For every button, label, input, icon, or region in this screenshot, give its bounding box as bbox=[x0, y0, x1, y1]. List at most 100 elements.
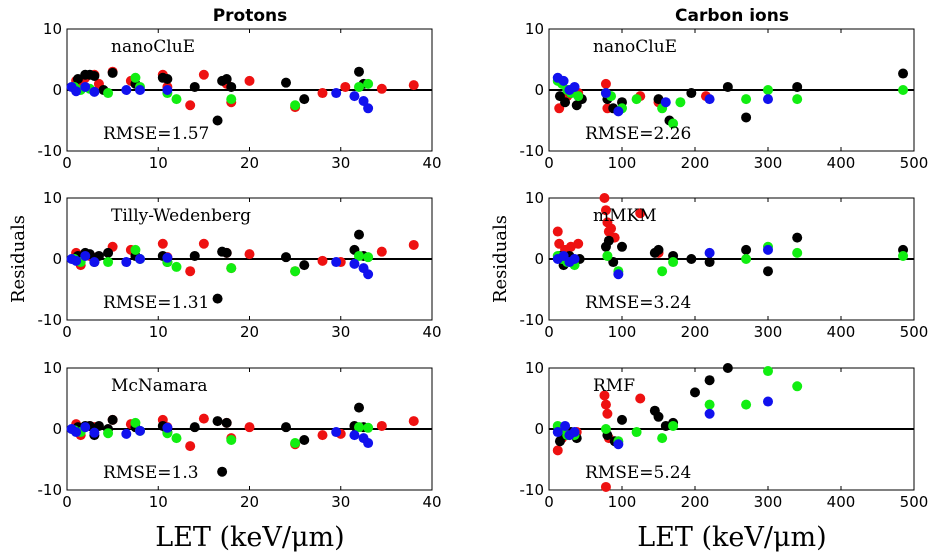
y-tick-label: 10 bbox=[525, 359, 544, 377]
data-point-red bbox=[408, 239, 419, 250]
x-tick-label: 30 bbox=[331, 154, 350, 172]
data-point-black bbox=[898, 68, 909, 79]
data-point-blue bbox=[349, 430, 360, 441]
data-point-blue bbox=[569, 254, 580, 264]
data-point-green bbox=[354, 81, 364, 92]
data-point-blue bbox=[363, 269, 374, 280]
data-point-green bbox=[898, 250, 909, 261]
y-axis-label: Residuals bbox=[490, 215, 511, 303]
data-point-green bbox=[226, 263, 237, 274]
data-point-green bbox=[602, 250, 613, 261]
x-tick-label: 400 bbox=[827, 323, 856, 341]
data-point-blue bbox=[349, 91, 360, 102]
data-point-blue bbox=[613, 439, 624, 450]
data-point-blue bbox=[162, 252, 173, 263]
rmse-label: RMSE=1.57 bbox=[103, 124, 209, 144]
data-point-black bbox=[653, 411, 664, 422]
y-tick-label: 10 bbox=[43, 20, 62, 38]
data-point-red bbox=[317, 430, 328, 441]
data-point-green bbox=[763, 85, 773, 95]
data-point-black bbox=[189, 422, 200, 433]
data-point-black bbox=[763, 266, 773, 277]
series-blue bbox=[66, 422, 374, 449]
data-point-black bbox=[299, 94, 310, 105]
x-tick-label: 0 bbox=[62, 493, 72, 511]
data-point-blue bbox=[569, 427, 580, 438]
data-point-black bbox=[221, 417, 232, 428]
data-point-green bbox=[363, 252, 374, 263]
data-point-red bbox=[635, 208, 646, 219]
data-point-red bbox=[408, 416, 419, 427]
data-point-red bbox=[573, 238, 584, 249]
data-point-red bbox=[244, 422, 255, 433]
data-point-blue bbox=[600, 88, 611, 99]
data-point-green bbox=[290, 266, 301, 277]
data-point-black bbox=[704, 375, 715, 386]
data-point-green bbox=[675, 97, 686, 108]
x-tick-label: 200 bbox=[681, 154, 710, 172]
data-point-blue bbox=[613, 269, 624, 280]
data-point-black bbox=[212, 115, 223, 126]
data-point-black bbox=[722, 363, 733, 373]
data-point-green bbox=[171, 433, 182, 444]
data-point-green bbox=[103, 257, 114, 268]
data-point-black bbox=[107, 414, 118, 425]
y-tick-label: 0 bbox=[534, 250, 544, 268]
data-point-blue bbox=[552, 427, 563, 438]
data-point-green bbox=[600, 424, 611, 434]
data-point-black bbox=[704, 257, 715, 268]
x-tick-label: 500 bbox=[900, 323, 929, 341]
data-point-green bbox=[363, 78, 374, 89]
model-name-label: mMKM bbox=[593, 206, 657, 226]
y-tick-label: 0 bbox=[52, 420, 62, 438]
data-point-green bbox=[171, 94, 182, 105]
data-point-blue bbox=[71, 427, 82, 438]
data-point-blue bbox=[89, 427, 100, 438]
data-point-red bbox=[340, 81, 351, 92]
data-point-green bbox=[668, 118, 679, 129]
series-blue bbox=[66, 250, 374, 280]
data-point-red bbox=[376, 83, 387, 94]
series-blue bbox=[552, 396, 773, 450]
x-tick-label: 10 bbox=[149, 323, 168, 341]
data-point-blue bbox=[763, 94, 773, 105]
x-tick-label: 0 bbox=[62, 323, 72, 341]
data-point-black bbox=[212, 416, 223, 427]
y-tick-label: 10 bbox=[43, 359, 62, 377]
data-point-blue bbox=[331, 88, 342, 99]
series-black bbox=[554, 232, 909, 277]
data-point-red bbox=[198, 69, 209, 80]
data-point-green bbox=[226, 434, 237, 445]
data-point-blue bbox=[135, 85, 145, 95]
data-point-blue bbox=[704, 408, 715, 419]
series-blue bbox=[552, 244, 773, 280]
data-point-black bbox=[281, 252, 291, 263]
data-point-red bbox=[185, 266, 196, 277]
x-tick-label: 100 bbox=[608, 154, 637, 172]
y-tick-label: -10 bbox=[520, 481, 545, 499]
data-point-red bbox=[552, 226, 563, 237]
data-point-green bbox=[898, 85, 909, 95]
data-point-black bbox=[686, 88, 697, 99]
data-point-black bbox=[617, 241, 627, 252]
model-name-label: McNamara bbox=[111, 376, 207, 396]
x-tick-label: 40 bbox=[422, 323, 441, 341]
data-point-green bbox=[130, 72, 141, 83]
y-tick-label: 10 bbox=[525, 189, 544, 207]
data-point-blue bbox=[162, 422, 173, 433]
data-point-black bbox=[221, 247, 232, 258]
data-point-green bbox=[668, 257, 679, 268]
data-point-red bbox=[600, 205, 611, 216]
carbon-column-title: Carbon ions bbox=[675, 6, 789, 26]
y-tick-label: -10 bbox=[38, 142, 63, 160]
data-point-blue bbox=[560, 420, 571, 431]
data-point-red bbox=[185, 100, 196, 111]
data-point-red bbox=[376, 420, 387, 431]
data-point-green bbox=[354, 250, 364, 261]
data-point-green bbox=[573, 91, 584, 102]
x-tick-label: 30 bbox=[331, 493, 350, 511]
data-point-blue bbox=[135, 254, 145, 264]
